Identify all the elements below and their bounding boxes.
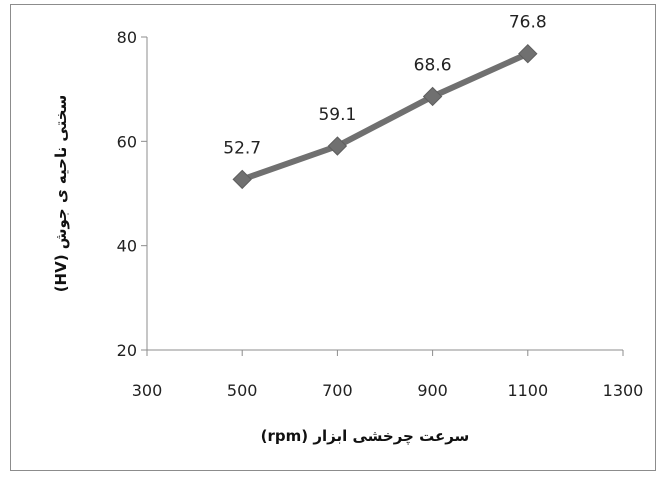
chart-frame bbox=[10, 4, 656, 471]
data-label: 76.8 bbox=[509, 13, 547, 33]
data-label: 68.6 bbox=[414, 55, 452, 75]
data-point-marker bbox=[327, 136, 348, 156]
data-point-marker bbox=[518, 43, 538, 64]
data-point-marker bbox=[232, 169, 252, 190]
series-layer bbox=[232, 43, 538, 190]
y-axis-title: سختی ناحیه ی جوش (HV) bbox=[52, 95, 70, 293]
x-tick-label: 700 bbox=[322, 381, 353, 400]
y-tick-label: 80 bbox=[117, 28, 137, 47]
series-line bbox=[239, 50, 531, 183]
y-tick-label: 40 bbox=[117, 237, 137, 256]
data-labels: 52.7 59.1 68.6 76.8 bbox=[223, 13, 546, 159]
x-tick-label: 1300 bbox=[603, 381, 644, 400]
y-tick-label: 60 bbox=[117, 132, 137, 151]
axes bbox=[146, 37, 623, 351]
y-ticks: 20 40 60 80 bbox=[117, 28, 147, 360]
data-label: 59.1 bbox=[318, 105, 356, 125]
data-label: 52.7 bbox=[223, 138, 261, 158]
data-point-marker bbox=[422, 86, 443, 107]
y-tick-label: 20 bbox=[117, 341, 137, 360]
x-tick-label: 500 bbox=[227, 381, 258, 400]
x-ticks: 300 500 700 900 1100 1300 bbox=[132, 350, 644, 400]
x-axis-title: سرعت چرخشی ابزار (rpm) bbox=[261, 427, 470, 446]
x-tick-label: 1100 bbox=[507, 381, 548, 400]
x-tick-label: 900 bbox=[417, 381, 448, 400]
x-tick-label: 300 bbox=[132, 381, 163, 400]
